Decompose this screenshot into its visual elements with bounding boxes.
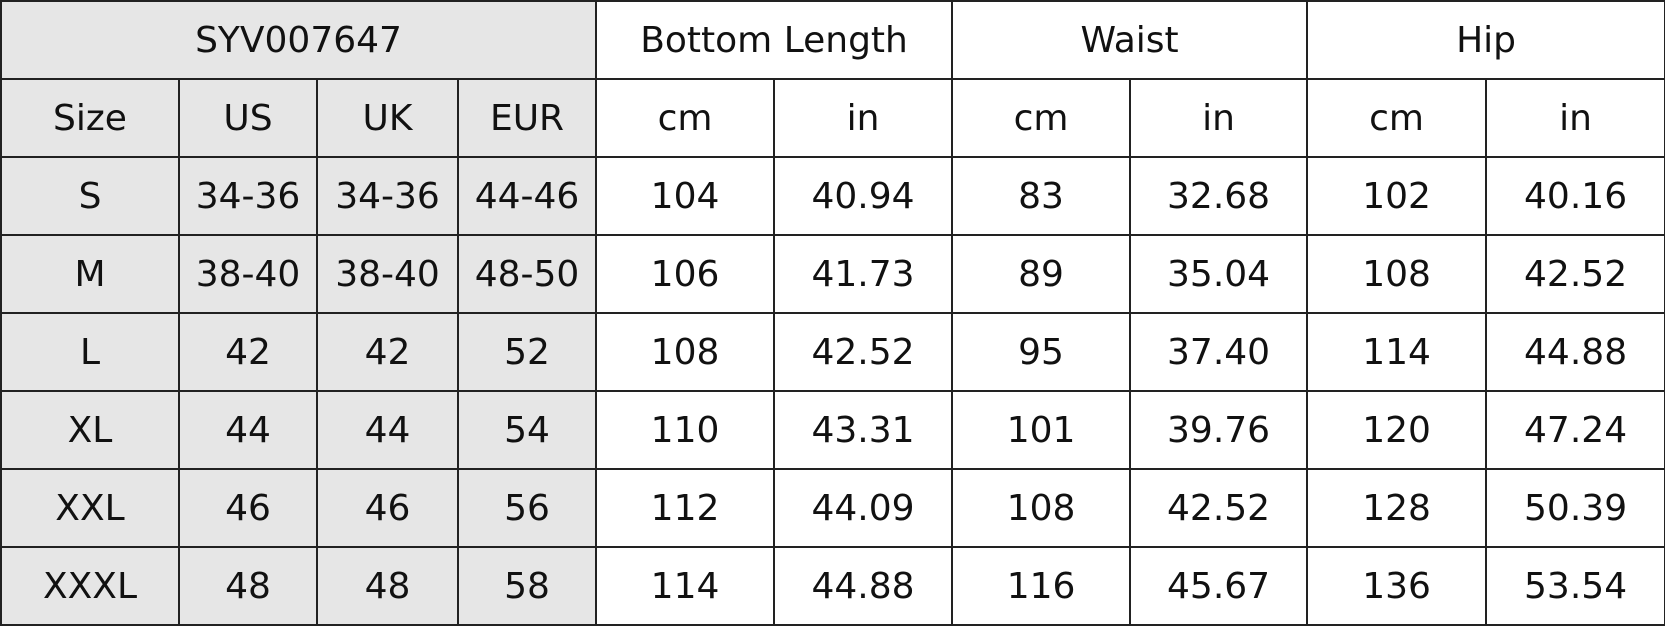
cell-waist-in: 37.40 xyxy=(1129,312,1309,392)
cell-size: XL xyxy=(0,390,180,470)
cell-us: 48 xyxy=(178,546,318,626)
header-waist-in: in xyxy=(1129,78,1309,158)
cell-length-cm: 110 xyxy=(595,390,776,470)
cell-length-cm: 108 xyxy=(595,312,776,392)
cell-uk: 46 xyxy=(316,468,459,548)
cell-length-cm: 104 xyxy=(595,156,776,236)
cell-us: 44 xyxy=(178,390,318,470)
table-row: XL 44 44 54 110 43.31 101 39.76 120 47.24 xyxy=(0,390,1665,470)
header-eur: EUR xyxy=(456,78,598,158)
cell-eur: 58 xyxy=(456,546,598,626)
cell-hip-cm: 102 xyxy=(1306,156,1488,236)
cell-waist-cm: 116 xyxy=(951,546,1132,626)
cell-eur: 56 xyxy=(456,468,598,548)
cell-waist-cm: 83 xyxy=(951,156,1132,236)
cell-us: 46 xyxy=(178,468,318,548)
header-hip-in: in xyxy=(1485,78,1665,158)
cell-hip-in: 53.54 xyxy=(1485,546,1665,626)
table-row: XXL 46 46 56 112 44.09 108 42.52 128 50.39 xyxy=(0,468,1665,548)
header-us: US xyxy=(178,78,318,158)
table-row: XXXL 48 48 58 114 44.88 116 45.67 136 53.54 xyxy=(0,546,1665,626)
cell-us: 34-36 xyxy=(178,156,318,236)
cell-eur: 52 xyxy=(456,312,598,392)
cell-waist-cm: 108 xyxy=(951,468,1132,548)
cell-waist-in: 42.52 xyxy=(1129,468,1309,548)
cell-length-in: 42.52 xyxy=(773,312,954,392)
cell-uk: 48 xyxy=(316,546,459,626)
cell-uk: 38-40 xyxy=(316,234,459,314)
cell-size: L xyxy=(0,312,180,392)
cell-waist-in: 39.76 xyxy=(1129,390,1309,470)
cell-length-cm: 106 xyxy=(595,234,776,314)
cell-length-cm: 114 xyxy=(595,546,776,626)
cell-eur: 48-50 xyxy=(456,234,598,314)
cell-hip-cm: 120 xyxy=(1306,390,1488,470)
cell-eur: 44-46 xyxy=(456,156,598,236)
cell-uk: 42 xyxy=(316,312,459,392)
cell-waist-cm: 89 xyxy=(951,234,1132,314)
header-hip-cm: cm xyxy=(1306,78,1488,158)
cell-waist-cm: 101 xyxy=(951,390,1132,470)
cell-uk: 44 xyxy=(316,390,459,470)
cell-size: XXL xyxy=(0,468,180,548)
cell-size: S xyxy=(0,156,180,236)
cell-hip-cm: 108 xyxy=(1306,234,1488,314)
cell-hip-cm: 114 xyxy=(1306,312,1488,392)
group-bottom-length: Bottom Length xyxy=(595,0,954,80)
header-waist-cm: cm xyxy=(951,78,1132,158)
cell-hip-in: 47.24 xyxy=(1485,390,1665,470)
cell-us: 38-40 xyxy=(178,234,318,314)
cell-waist-in: 32.68 xyxy=(1129,156,1309,236)
cell-us: 42 xyxy=(178,312,318,392)
group-hip: Hip xyxy=(1306,0,1665,80)
table-row: M 38-40 38-40 48-50 106 41.73 89 35.04 108 42.52 xyxy=(0,234,1665,314)
table-row: L 42 42 52 108 42.52 95 37.40 114 44.88 xyxy=(0,312,1665,392)
cell-uk: 34-36 xyxy=(316,156,459,236)
header-size: Size xyxy=(0,78,180,158)
cell-length-in: 44.09 xyxy=(773,468,954,548)
cell-hip-in: 42.52 xyxy=(1485,234,1665,314)
cell-waist-in: 45.67 xyxy=(1129,546,1309,626)
cell-waist-in: 35.04 xyxy=(1129,234,1309,314)
unit-header-row: Size US UK EUR cm in cm in cm in xyxy=(0,78,1665,158)
product-code: SYV007647 xyxy=(0,0,598,80)
header-length-cm: cm xyxy=(595,78,776,158)
size-chart-table: SYV007647 Bottom Length Waist Hip Size U… xyxy=(0,0,1665,626)
cell-waist-cm: 95 xyxy=(951,312,1132,392)
group-header-row: SYV007647 Bottom Length Waist Hip xyxy=(0,0,1665,80)
cell-size: XXXL xyxy=(0,546,180,626)
cell-hip-in: 40.16 xyxy=(1485,156,1665,236)
cell-length-in: 40.94 xyxy=(773,156,954,236)
cell-hip-cm: 128 xyxy=(1306,468,1488,548)
cell-eur: 54 xyxy=(456,390,598,470)
cell-hip-in: 50.39 xyxy=(1485,468,1665,548)
group-waist: Waist xyxy=(951,0,1309,80)
header-length-in: in xyxy=(773,78,954,158)
cell-length-in: 43.31 xyxy=(773,390,954,470)
cell-hip-in: 44.88 xyxy=(1485,312,1665,392)
cell-hip-cm: 136 xyxy=(1306,546,1488,626)
table-row: S 34-36 34-36 44-46 104 40.94 83 32.68 102 40.16 xyxy=(0,156,1665,236)
cell-size: M xyxy=(0,234,180,314)
cell-length-cm: 112 xyxy=(595,468,776,548)
cell-length-in: 44.88 xyxy=(773,546,954,626)
header-uk: UK xyxy=(316,78,459,158)
cell-length-in: 41.73 xyxy=(773,234,954,314)
